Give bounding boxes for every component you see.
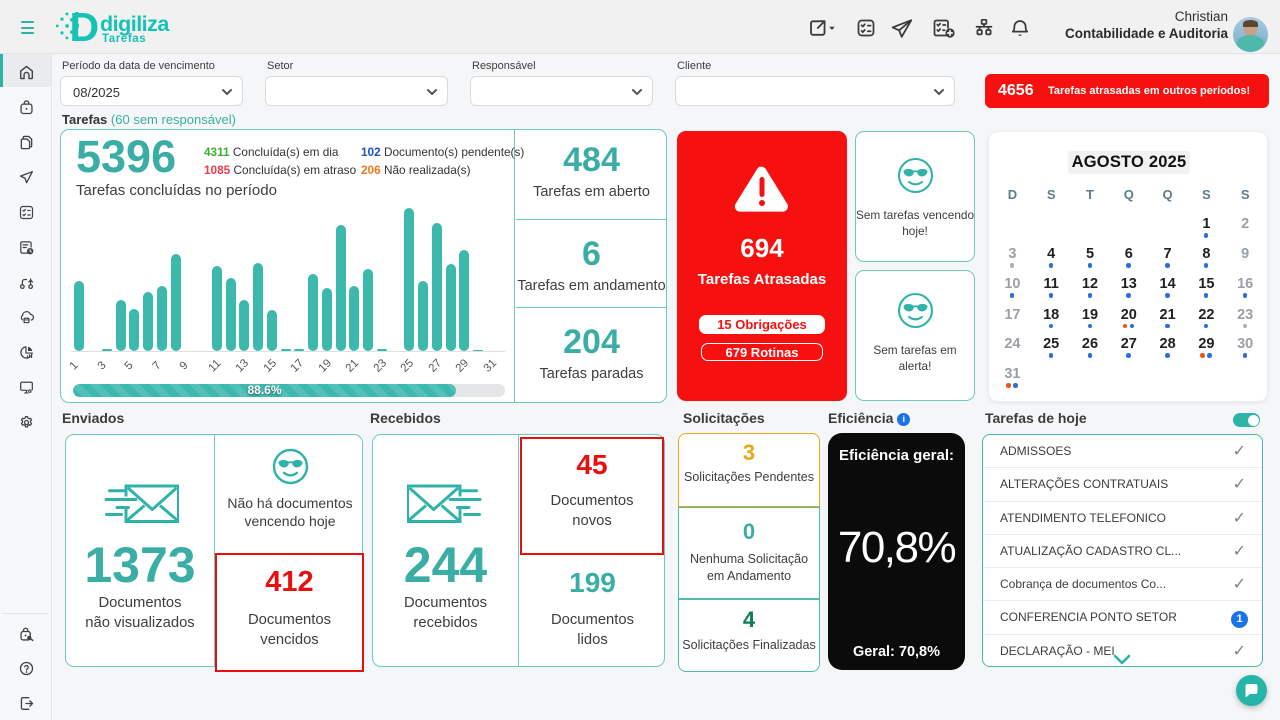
svg-text:D: D	[70, 8, 100, 46]
svg-text:digiliza: digiliza	[100, 12, 170, 36]
svg-text:Tarefas: Tarefas	[102, 33, 146, 45]
